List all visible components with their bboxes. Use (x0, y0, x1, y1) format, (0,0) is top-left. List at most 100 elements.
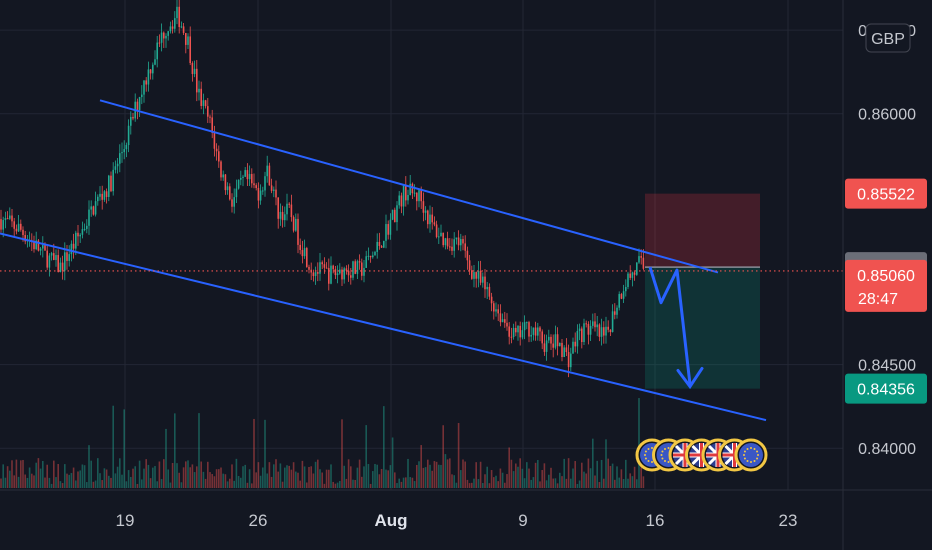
volume-bar (339, 480, 341, 488)
volume-bar (176, 463, 178, 488)
volume-bar (231, 464, 233, 488)
volume-bar (81, 464, 84, 488)
volume-bar (567, 458, 570, 488)
volume-bar (235, 458, 238, 488)
candle-body (251, 174, 253, 184)
volume-bar (380, 468, 383, 488)
volume-bar (429, 464, 431, 488)
volume-bar (167, 469, 169, 488)
candle-body (312, 272, 315, 277)
candle-body (50, 253, 53, 256)
volume-bar (134, 466, 136, 488)
volume-bar (121, 474, 123, 488)
candle-body (636, 262, 638, 275)
volume-bar (180, 482, 183, 488)
candle-body (178, 6, 180, 27)
candle-body (90, 206, 92, 210)
candle-body (46, 250, 48, 268)
projection-arrow[interactable] (648, 266, 704, 390)
price-tag-value: 0.85522 (857, 187, 915, 204)
volume-bar (609, 465, 612, 488)
volume-bar (545, 480, 548, 488)
candle-body (563, 347, 565, 358)
volume-bar (323, 483, 326, 488)
volume-bar (11, 460, 13, 488)
candle-body (127, 125, 130, 146)
volume-bar (57, 463, 59, 488)
volume-bar (407, 458, 409, 488)
volume-bar (46, 464, 48, 488)
volume-bar (70, 473, 73, 488)
volume-bar (42, 460, 44, 488)
candle-body (209, 116, 211, 118)
volume-bar (330, 464, 332, 488)
volume-bar (389, 465, 392, 488)
candle-body (277, 197, 279, 219)
volume-bar (108, 475, 110, 488)
candle-body (86, 225, 88, 229)
candle-body (119, 153, 121, 164)
candle-body (515, 327, 517, 333)
volume-bar (409, 477, 411, 488)
volume-bar (303, 466, 306, 488)
eu-flag-icon-star (743, 454, 745, 456)
candle-body (182, 26, 185, 33)
candle-body (220, 161, 222, 178)
volume-bar (48, 477, 51, 488)
candle-body (317, 272, 319, 274)
candle-body (545, 340, 548, 352)
volume-bar (39, 468, 42, 488)
volume-bar (528, 468, 530, 488)
candle-body (149, 69, 152, 74)
volume-bar (521, 468, 524, 488)
candle-body (574, 341, 576, 347)
volume-bar (515, 463, 517, 488)
volume-bar (13, 475, 15, 488)
volume-bar (411, 477, 414, 488)
candle-body (640, 256, 642, 258)
volume-bars (0, 398, 645, 488)
volume-bar (598, 482, 601, 488)
y-tick-label: 0.84000 (858, 441, 916, 458)
volume-bar (233, 480, 235, 488)
candle-body (240, 177, 242, 180)
volume-bar (605, 439, 607, 488)
candle-body (490, 296, 493, 304)
candle-body (451, 246, 453, 251)
volume-bar (156, 481, 158, 488)
position-zones[interactable] (645, 193, 760, 389)
volume-bar (79, 470, 81, 488)
candle-body (589, 325, 592, 335)
channel-lines[interactable] (0, 99, 843, 422)
volume-bar (88, 445, 90, 488)
x-tick-label: Aug (374, 511, 407, 530)
candle-body (374, 251, 376, 256)
candle-body (550, 336, 552, 344)
volume-bar (59, 481, 62, 488)
x-tick-label: 9 (518, 511, 527, 530)
volume-bar (506, 474, 508, 488)
volume-bar (224, 474, 227, 488)
price-tag-stop_loss (845, 178, 927, 209)
candle-body (442, 232, 444, 246)
candle-body (204, 100, 207, 107)
candle-body (400, 195, 403, 207)
volume-bar (332, 481, 334, 488)
volume-bar (532, 477, 535, 488)
candle-body (248, 174, 251, 180)
volume-bar (0, 478, 2, 488)
candle-body (295, 218, 297, 231)
volume-bar (213, 476, 216, 488)
volume-bar (169, 482, 172, 488)
candle-body (97, 196, 99, 202)
volume-bar (222, 473, 224, 488)
volume-bar (468, 483, 471, 488)
volume-bar (163, 459, 165, 488)
event-icons[interactable] (635, 438, 768, 472)
candle-body (290, 204, 293, 218)
volume-bar (193, 472, 196, 488)
candle-body (130, 116, 132, 126)
volume-bar (185, 461, 187, 488)
candle-body (429, 214, 431, 225)
